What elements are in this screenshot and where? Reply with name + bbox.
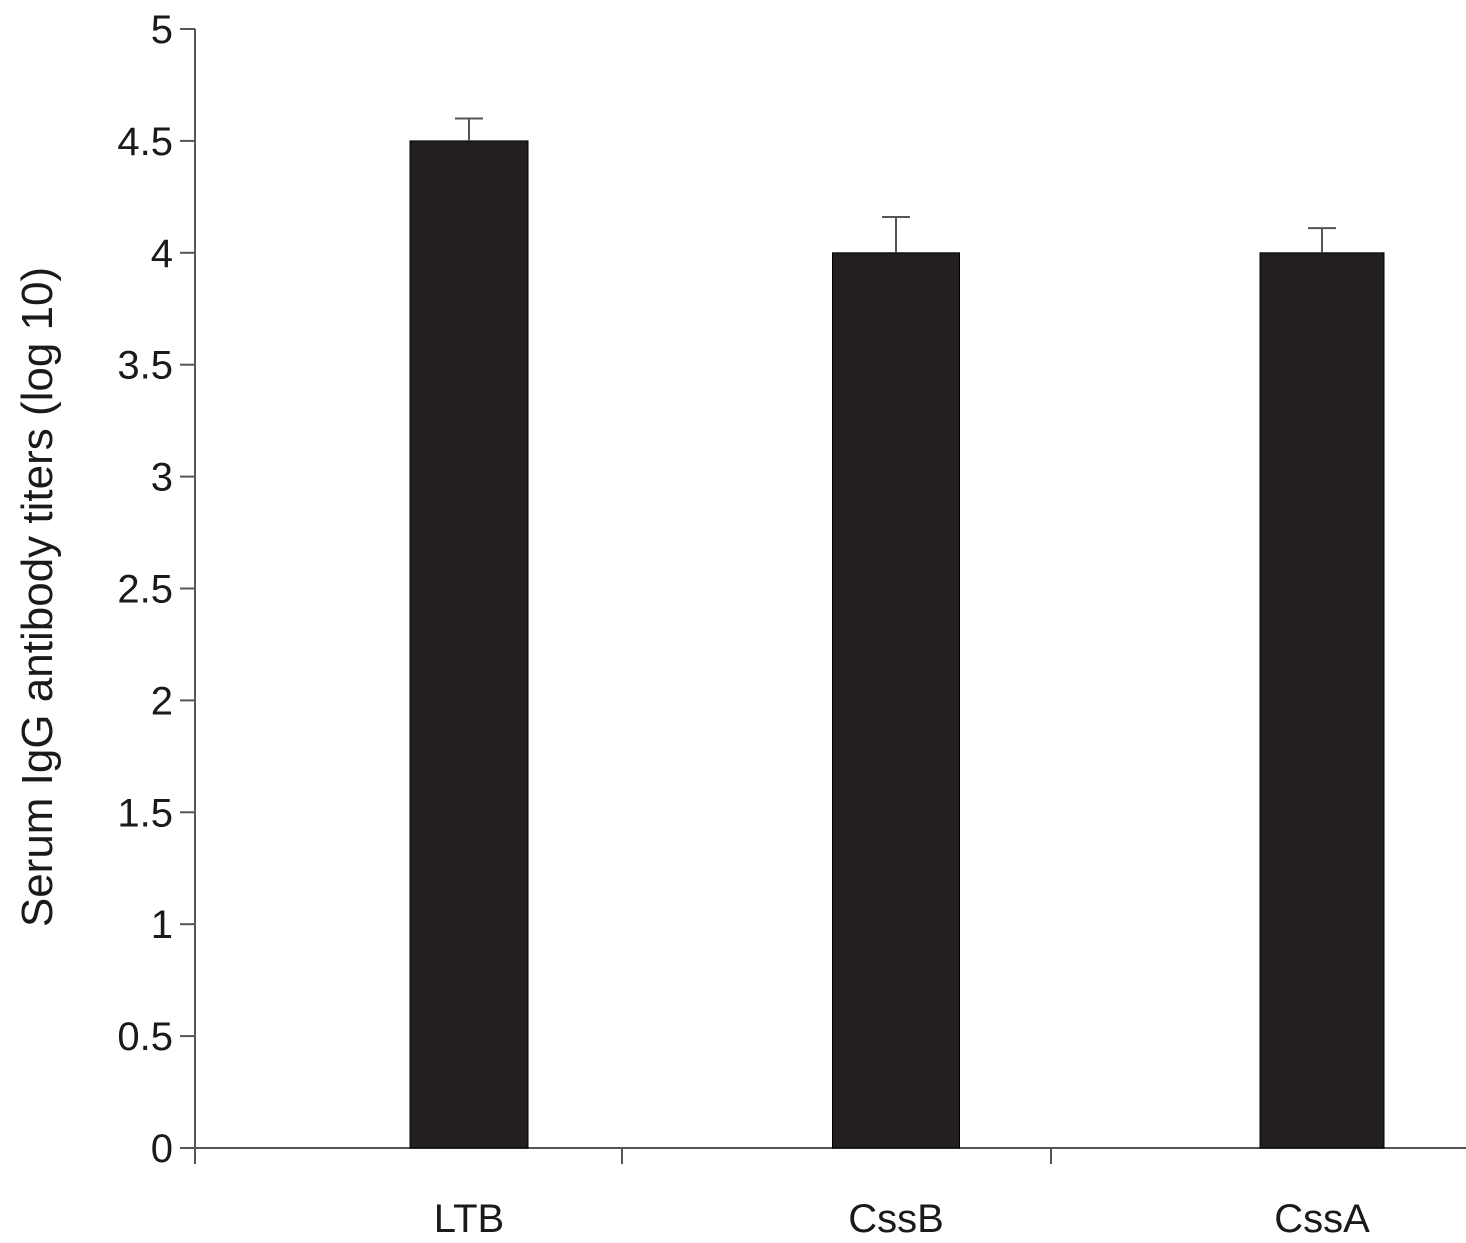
x-tick-label: CssA bbox=[1274, 1197, 1370, 1241]
y-tick-label: 0.5 bbox=[117, 1015, 173, 1059]
y-tick-label: 3 bbox=[151, 456, 173, 500]
y-tick-label: 3.5 bbox=[117, 344, 173, 388]
y-tick-label: 4.5 bbox=[117, 120, 173, 164]
y-axis-title: Serum IgG antibody titers (log 10) bbox=[13, 267, 62, 927]
bar bbox=[409, 140, 529, 1149]
y-tick-label: 1 bbox=[151, 903, 173, 947]
x-tick-label: LTB bbox=[434, 1197, 504, 1241]
y-tick-label: 2.5 bbox=[117, 568, 173, 612]
y-tick-label: 5 bbox=[151, 8, 173, 52]
x-axis: LTB CssB CssA bbox=[180, 1147, 1466, 1241]
x-tick-label: CssB bbox=[848, 1197, 944, 1241]
bar bbox=[832, 252, 960, 1149]
bars bbox=[409, 117, 1385, 1149]
y-tick-label: 2 bbox=[151, 679, 173, 723]
y-tick-label: 4 bbox=[151, 232, 173, 276]
y-tick-label: 1.5 bbox=[117, 791, 173, 835]
y-axis: 0 0.5 1 1.5 2 2.5 3 3.5 4 4.5 5 bbox=[117, 8, 196, 1171]
bar bbox=[1259, 252, 1385, 1149]
y-tick-label: 0 bbox=[151, 1127, 173, 1171]
